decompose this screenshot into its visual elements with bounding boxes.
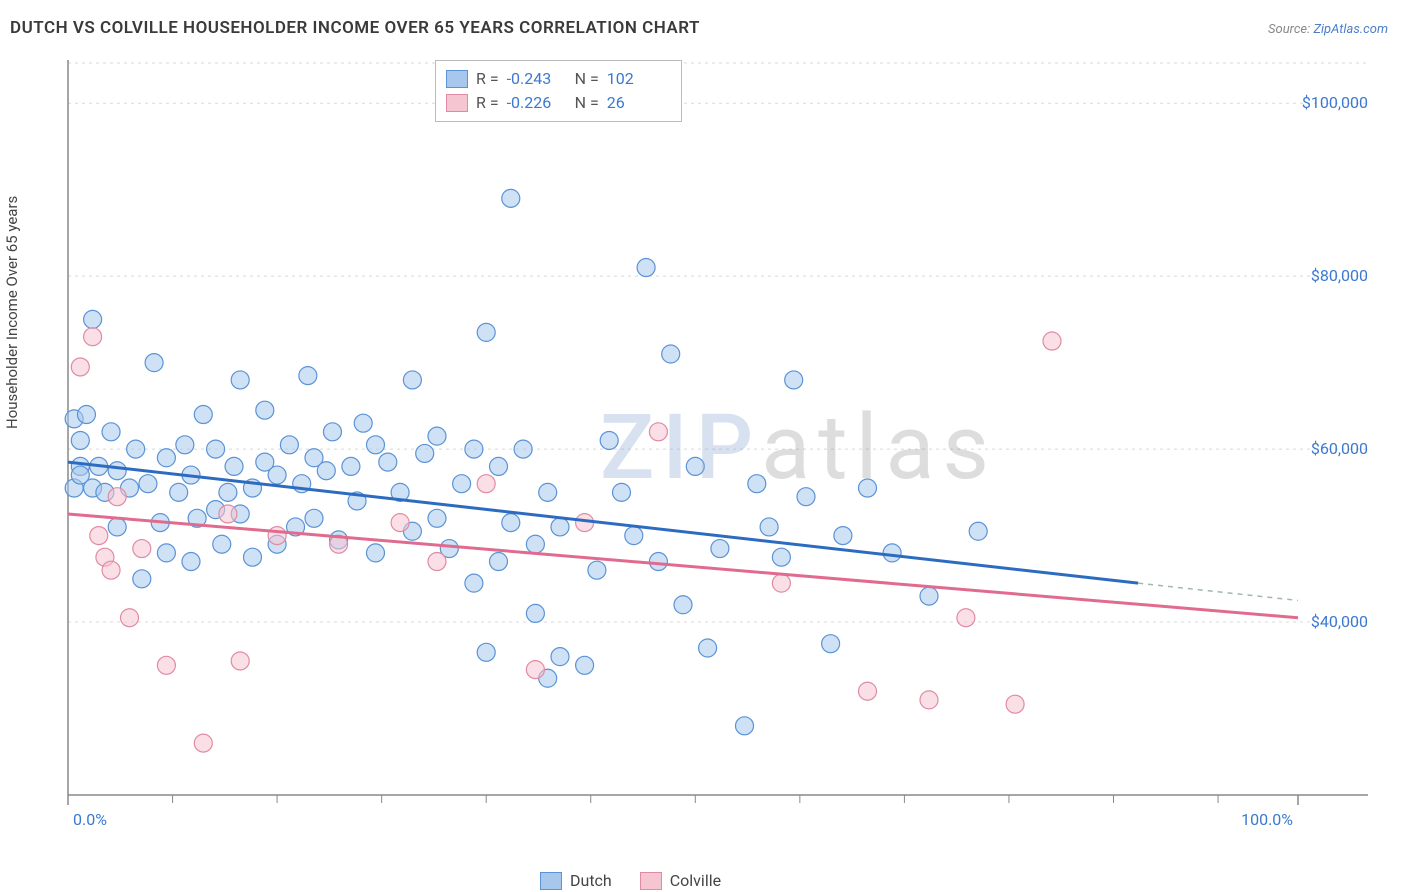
svg-text:0.0%: 0.0% <box>73 810 107 829</box>
n-value-colville: 26 <box>607 91 667 115</box>
svg-text:$60,000: $60,000 <box>1311 439 1368 458</box>
n-label: N = <box>575 91 599 115</box>
svg-text:100.0%: 100.0% <box>1241 810 1293 829</box>
swatch-dutch <box>446 70 468 88</box>
stats-row-colville: R = -0.226 N = 26 <box>446 91 667 115</box>
swatch-colville <box>446 94 468 112</box>
r-value-dutch: -0.243 <box>507 67 567 91</box>
series-legend: Dutch Colville <box>540 871 721 890</box>
n-value-dutch: 102 <box>607 67 667 91</box>
y-axis-label: Householder Income Over 65 years <box>3 196 21 429</box>
source-link[interactable]: ZipAtlas.com <box>1313 22 1388 37</box>
legend-swatch-colville <box>640 872 662 890</box>
r-label: R = <box>476 91 499 115</box>
scatter-chart: $40,000 $60,000 $80,000 $100,000 0.0% 100.0% <box>58 55 1378 835</box>
legend-label-dutch: Dutch <box>570 871 612 890</box>
legend-label-colville: Colville <box>670 871 721 890</box>
legend-swatch-dutch <box>540 872 562 890</box>
source-attribution: Source: ZipAtlas.com <box>1268 22 1388 37</box>
svg-text:$100,000: $100,000 <box>1302 93 1368 112</box>
stats-legend: R = -0.243 N = 102 R = -0.226 N = 26 <box>435 60 682 122</box>
r-label: R = <box>476 67 499 91</box>
r-value-colville: -0.226 <box>507 91 567 115</box>
svg-text:$40,000: $40,000 <box>1311 612 1368 631</box>
legend-item-dutch: Dutch <box>540 871 612 890</box>
stats-row-dutch: R = -0.243 N = 102 <box>446 67 667 91</box>
chart-area: $40,000 $60,000 $80,000 $100,000 0.0% 100.0% <box>58 55 1378 835</box>
source-prefix: Source: <box>1268 22 1313 37</box>
n-label: N = <box>575 67 599 91</box>
legend-item-colville: Colville <box>640 871 721 890</box>
chart-title: DUTCH VS COLVILLE HOUSEHOLDER INCOME OVE… <box>10 18 700 38</box>
svg-text:$80,000: $80,000 <box>1311 266 1368 285</box>
